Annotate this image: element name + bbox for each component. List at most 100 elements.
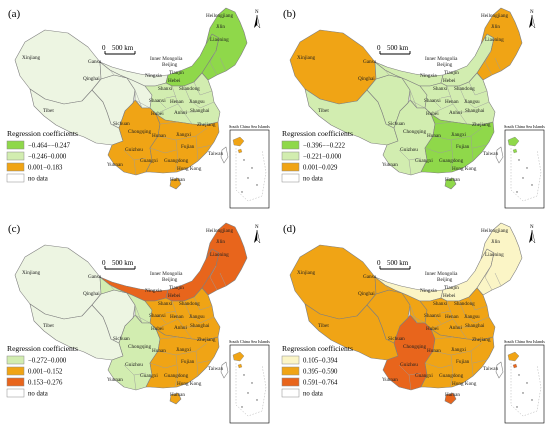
province-label: Gansu xyxy=(363,274,377,280)
province-boundary xyxy=(134,99,151,109)
inset-island xyxy=(256,184,258,186)
province-label: Jiangsu xyxy=(189,99,205,105)
panel-label: (b) xyxy=(283,8,296,20)
inset-coast xyxy=(507,136,520,147)
legend-swatch xyxy=(281,355,300,364)
province-label: Chongqing xyxy=(128,344,151,350)
province-label: Guizhou xyxy=(400,147,418,153)
province-label: Henan xyxy=(445,314,459,320)
province-boundary xyxy=(409,99,426,109)
province-label: Hainan xyxy=(170,392,185,398)
province-label: Hunan xyxy=(152,133,166,139)
province-label: Tibet xyxy=(318,323,329,329)
province-label: Shanghai xyxy=(465,323,485,329)
province-label: Gansu xyxy=(88,59,102,65)
province-label: Heilongjiang xyxy=(481,228,508,234)
province-label: Taiwan xyxy=(208,151,224,157)
province-label: Jilin xyxy=(491,24,500,30)
province-label: Shandong xyxy=(454,301,475,307)
inset-island xyxy=(516,405,518,408)
province-boundary xyxy=(472,359,488,363)
legend-title: Regression coefficients xyxy=(282,129,353,138)
inset-island xyxy=(522,391,524,394)
province-label: Shanxi xyxy=(433,301,448,307)
legend-title: Regression coefficients xyxy=(7,344,78,353)
province-label: Qinghai xyxy=(83,291,100,297)
scale-bar-label: 500 km xyxy=(112,44,134,52)
province-boundary xyxy=(384,284,390,290)
legend-title: Regression coefficients xyxy=(282,344,353,353)
north-label: N xyxy=(255,10,259,15)
province-label: Jilin xyxy=(216,24,225,30)
legend-label: no data xyxy=(28,390,48,397)
province-boundary xyxy=(432,314,442,323)
map-svg: Heilongjiang Jilin Liaoning Xinjiang Gansu In… xyxy=(6,7,270,209)
province-boundary xyxy=(484,50,493,76)
province-boundary xyxy=(165,310,177,313)
region-xinjiang xyxy=(289,29,377,105)
province-boundary xyxy=(133,159,137,176)
province-label: Shaanxi xyxy=(149,313,166,319)
province-boundary xyxy=(219,272,227,286)
province-boundary xyxy=(183,300,215,323)
province-label: Taiwan xyxy=(483,151,499,157)
inset-island xyxy=(247,391,249,394)
inset-island xyxy=(516,191,518,193)
province-boundary xyxy=(165,95,177,99)
inset-hainan xyxy=(512,363,518,368)
province-boundary xyxy=(384,69,390,76)
inset-island xyxy=(531,184,533,186)
legend-swatch xyxy=(281,366,300,375)
legend-swatch xyxy=(6,173,25,183)
province-label: Jilin xyxy=(216,239,225,245)
region-hainan xyxy=(169,177,182,190)
inset-coast xyxy=(232,136,245,147)
province-label: Beijing xyxy=(437,277,453,283)
province-label: Qinghai xyxy=(358,76,375,82)
province-boundary xyxy=(458,85,490,109)
province-label: Shaanxi xyxy=(424,313,441,319)
north-label: N xyxy=(530,10,534,15)
inset-island xyxy=(531,398,533,401)
legend-label: no data xyxy=(303,390,323,397)
map-panel-b: Heilongjiang Jilin Liaoning Xinjiang Gansu In… xyxy=(275,0,550,215)
province-label: Zhejiang xyxy=(472,122,491,128)
province-label: Hebei xyxy=(443,293,456,299)
province-label: Guangxi xyxy=(415,158,433,164)
region-southeast xyxy=(145,328,220,388)
province-label: Anhui xyxy=(449,325,463,331)
province-boundary xyxy=(157,314,167,323)
province-label: Hainan xyxy=(445,392,460,398)
province-label: Tibet xyxy=(318,108,329,114)
inset-island xyxy=(251,381,253,384)
province-boundary xyxy=(434,103,454,113)
province-label: Tianjin xyxy=(444,285,459,291)
legend-swatch xyxy=(281,173,300,183)
inset-island xyxy=(518,373,520,376)
province-label: Hebei xyxy=(168,78,181,84)
province-boundary xyxy=(157,99,167,109)
north-label: N xyxy=(530,225,534,230)
legend-swatch xyxy=(6,366,25,375)
province-label: Liaoning xyxy=(485,252,504,258)
province-boundary xyxy=(209,50,218,76)
province-boundary xyxy=(159,121,179,125)
province-label: Ningxia xyxy=(145,288,162,294)
province-label: Tibet xyxy=(43,323,54,329)
province-label: Beijing xyxy=(162,62,178,68)
legend-label: 0.395−0.590 xyxy=(303,368,338,375)
region-southeast xyxy=(420,328,495,388)
province-label: Yunnan xyxy=(382,377,398,383)
legend-label: −0.272−0.000 xyxy=(28,357,67,364)
province-label: Sichuan xyxy=(388,336,405,342)
map-panel-a: Heilongjiang Jilin Liaoning Xinjiang Gansu In… xyxy=(0,0,275,215)
inset-hainan xyxy=(512,148,518,154)
province-label: Jilin xyxy=(491,239,500,245)
legend-swatch xyxy=(6,162,25,172)
legend-swatch xyxy=(281,140,300,150)
province-label: Liaoning xyxy=(485,37,504,43)
inset-island xyxy=(243,159,245,161)
province-boundary xyxy=(434,336,454,339)
panel-label: (a) xyxy=(8,8,21,20)
